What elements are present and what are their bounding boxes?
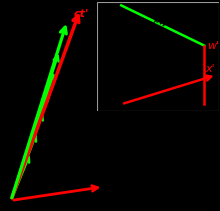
Text: βw: βw	[152, 14, 169, 30]
Text: T: T	[111, 5, 117, 15]
Text: x': x'	[206, 64, 215, 74]
Text: w': w'	[207, 41, 219, 51]
Text: w: w	[105, 41, 114, 51]
Text: βw: βw	[157, 48, 171, 58]
Text: ct': ct'	[74, 9, 89, 19]
Text: w = γw': w = γw'	[150, 73, 195, 83]
